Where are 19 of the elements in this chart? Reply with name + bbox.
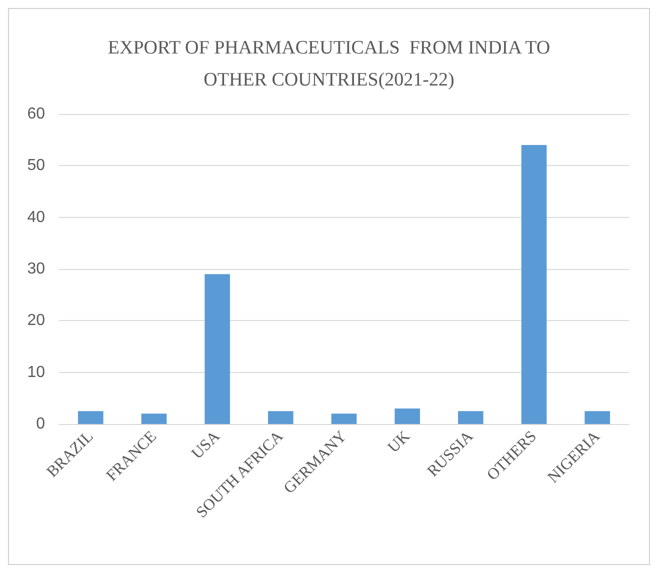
bar [141, 414, 167, 424]
y-tick-label: 50 [27, 157, 46, 174]
bar [394, 408, 420, 424]
y-tick-label: 60 [27, 106, 46, 122]
bar [331, 414, 357, 424]
chart-title: EXPORT OF PHARMACEUTICALS FROM INDIA TO OTHER COUNTRIES(2021-22) [108, 38, 550, 90]
y-tick-label: 40 [27, 208, 46, 226]
bar [204, 274, 230, 424]
bar [78, 411, 104, 424]
bar [521, 145, 547, 424]
x-tick-label: USA [188, 428, 224, 463]
y-tick-label: 20 [27, 312, 46, 330]
bar [268, 411, 294, 424]
y-tick-label: 0 [36, 416, 46, 432]
x-tick-label: UK [384, 428, 414, 456]
bar [458, 411, 484, 424]
y-tick-label: 30 [27, 260, 46, 278]
bar [584, 411, 610, 424]
y-tick-label: 10 [27, 364, 46, 381]
